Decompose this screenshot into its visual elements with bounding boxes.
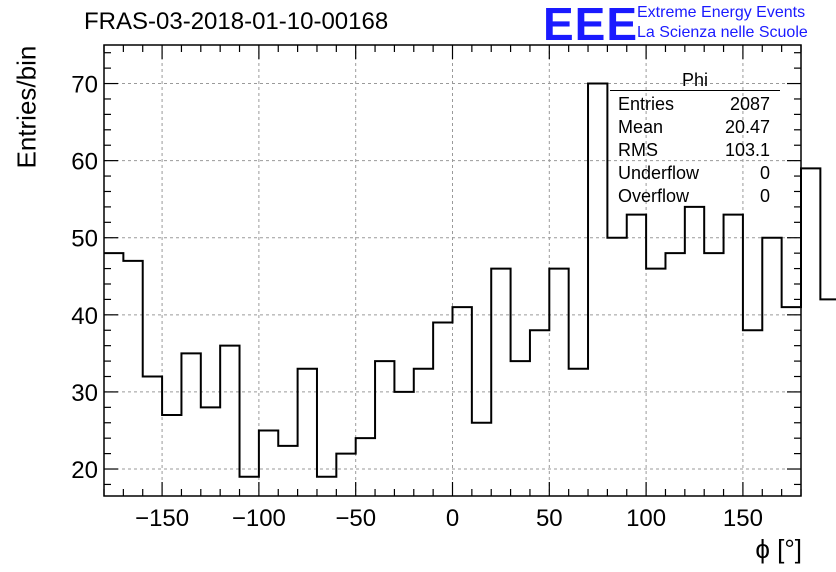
stats-value: 103.1 — [724, 140, 770, 160]
stats-divider — [610, 90, 780, 91]
x-tick-label: 100 — [626, 505, 666, 532]
stats-row: Underflow 0 — [612, 162, 778, 185]
logo-text: EEE — [543, 0, 639, 50]
stats-label: Entries — [618, 94, 675, 114]
stats-value: 20.47 — [724, 117, 770, 137]
eee-logo: EEE — [543, 0, 639, 50]
stats-label: Overflow — [618, 186, 690, 206]
stats-row: Mean 20.47 — [612, 116, 778, 139]
histogram-line — [104, 82, 836, 478]
axis-ticks — [103, 45, 802, 496]
y-tick-label: 20 — [71, 457, 98, 484]
x-tick-label: −150 — [135, 505, 189, 532]
x-tick-label: 0 — [446, 505, 459, 532]
x-tick-label: −100 — [232, 505, 286, 532]
x-tick-label: 50 — [536, 505, 563, 532]
stats-title: Phi — [681, 70, 708, 90]
stats-value: 2087 — [729, 94, 770, 114]
stats-label: Mean — [618, 117, 664, 137]
x-axis-label: ϕ [°] — [755, 534, 802, 564]
stats-row: Overflow 0 — [612, 185, 778, 208]
logo-line-1: Extreme Energy Events — [637, 4, 806, 21]
plot-title: FRAS-03-2018-01-10-00168 — [84, 8, 389, 35]
y-axis-label: Entries/bin — [11, 45, 42, 169]
y-tick-label: 30 — [71, 380, 98, 407]
y-tick-label: 60 — [71, 149, 98, 176]
y-tick-label: 50 — [71, 226, 98, 253]
stats-row: Entries 2087 — [612, 93, 778, 116]
stats-row: RMS 103.1 — [612, 139, 778, 162]
y-tick-label: 70 — [71, 72, 98, 99]
stats-label: Underflow — [618, 163, 700, 183]
y-tick-label: 40 — [71, 303, 98, 330]
logo-line-2: La Scienza nelle Scuole — [637, 24, 808, 41]
stats-box: Phi Entries 2087 Mean 20.47 RMS 103.1 Un… — [610, 70, 780, 208]
tick-labels: −150 −100 −50 0 50 100 150 20 30 40 50 60 70 — [71, 72, 763, 532]
stats-value: 0 — [759, 163, 770, 183]
x-tick-label: −50 — [335, 505, 376, 532]
x-tick-label: 150 — [723, 505, 763, 532]
stats-value: 0 — [759, 186, 770, 206]
stats-label: RMS — [618, 140, 658, 160]
